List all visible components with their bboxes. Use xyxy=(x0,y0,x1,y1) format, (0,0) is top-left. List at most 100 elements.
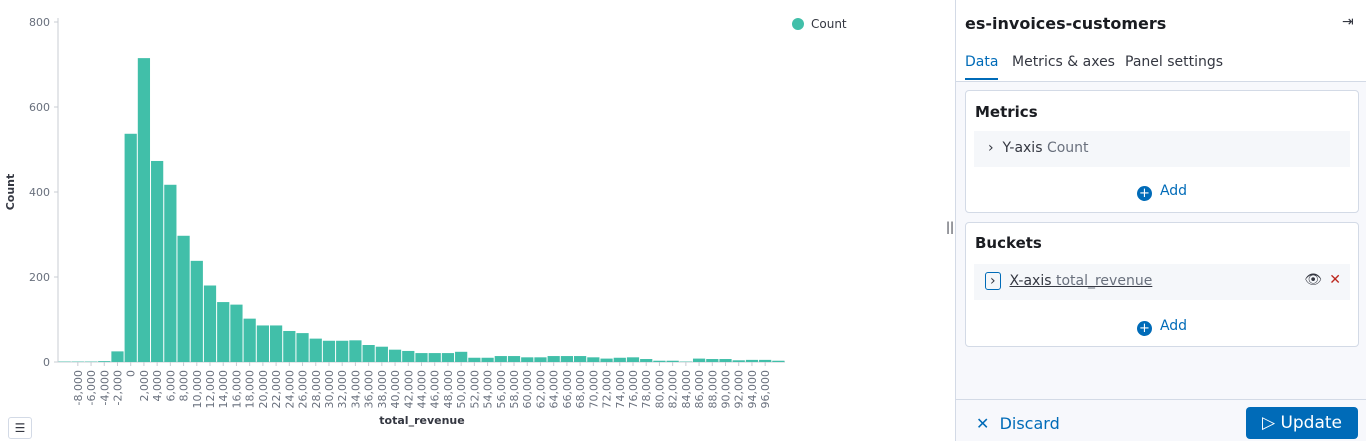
x-tick-label: 84,000 xyxy=(680,370,693,409)
metric-row[interactable]: › Y-axis Count xyxy=(974,131,1350,167)
add-button[interactable]: + Add xyxy=(966,318,1358,336)
bar xyxy=(600,358,613,362)
axis-name: Y-axis xyxy=(1002,140,1043,156)
chart: Count total_revenue Count 0 200 400 600 800 -… xyxy=(4,16,847,427)
y-tick-label: 600 xyxy=(29,101,50,114)
bar xyxy=(441,353,455,362)
bar xyxy=(283,330,296,362)
x-tick-label: 88,000 xyxy=(706,370,719,409)
x-tick-label: 24,000 xyxy=(283,370,296,409)
x-tick-label: 86,000 xyxy=(693,370,706,409)
bar xyxy=(547,356,560,362)
bar xyxy=(203,285,217,362)
y-tick-label: 200 xyxy=(29,271,50,284)
bar xyxy=(137,58,151,362)
x-tick-label: 50,000 xyxy=(455,370,468,409)
bar xyxy=(375,346,388,362)
x-tick-label: 28,000 xyxy=(310,370,323,409)
tab[interactable]: Panel settings xyxy=(1125,54,1224,70)
axis-name: X-axis xyxy=(1009,273,1052,289)
x-tick-label: 10,000 xyxy=(191,370,204,409)
bar xyxy=(666,360,679,362)
x-tick-label: 78,000 xyxy=(640,370,653,409)
x-tick-label: 36,000 xyxy=(363,370,376,409)
x-tick-label: 16,000 xyxy=(230,370,243,409)
x-tick-label: 46,000 xyxy=(429,370,442,409)
bar xyxy=(296,333,309,362)
collapse-button[interactable]: ⇥ xyxy=(1342,14,1354,30)
bucket-row[interactable]: › X-axis total_revenue 👁 ✕ xyxy=(974,264,1350,300)
bar xyxy=(164,184,177,362)
discard-label: Discard xyxy=(999,414,1060,433)
x-tick-label: 82,000 xyxy=(667,370,680,409)
buckets-card: Buckets › X-axis total_revenue 👁 ✕ + Add xyxy=(965,222,1359,347)
bar xyxy=(322,340,336,362)
x-tick-label: 0 xyxy=(125,370,138,377)
x-tick-label: -2,000 xyxy=(111,370,124,405)
x-tick-label: 52,000 xyxy=(468,370,481,409)
discard-button[interactable]: ✕ Discard xyxy=(976,414,1060,433)
x-tick-label: -8,000 xyxy=(72,370,85,405)
bar xyxy=(336,340,349,362)
bar xyxy=(507,356,521,362)
x-tick-label: 44,000 xyxy=(416,370,429,409)
bar xyxy=(481,357,494,362)
section-heading: Buckets xyxy=(975,234,1042,252)
y-tick-label: 0 xyxy=(43,356,50,369)
x-tick-label: 32,000 xyxy=(336,370,349,409)
field-name: Count xyxy=(1046,140,1089,156)
x-tick-label: -4,000 xyxy=(98,370,111,405)
add-label: Add xyxy=(1159,318,1188,334)
visibility-icon[interactable]: 👁 xyxy=(1304,272,1322,288)
x-axis-label: total_revenue xyxy=(379,414,464,427)
section-heading: Metrics xyxy=(975,103,1038,121)
x-tick-label: 72,000 xyxy=(601,370,614,409)
add-button[interactable]: + Add xyxy=(966,183,1358,201)
bar xyxy=(362,345,375,362)
remove-icon[interactable]: ✕ xyxy=(1329,272,1341,288)
y-tick-label: 800 xyxy=(29,16,50,29)
bar xyxy=(759,359,772,362)
bar xyxy=(428,353,441,362)
x-tick-label: 66,000 xyxy=(561,370,574,409)
footer-divider xyxy=(956,399,1366,400)
panel-title: es-invoices-customers xyxy=(965,14,1167,33)
x-tick-label: 90,000 xyxy=(720,370,733,409)
resize-handle[interactable]: || xyxy=(946,220,955,234)
legend-label: Count xyxy=(811,17,847,31)
x-tick-label: 96,000 xyxy=(759,370,772,409)
bar xyxy=(124,133,137,362)
x-tick-label: 40,000 xyxy=(389,370,402,409)
editor-panel: es-invoices-customers ⇥ Data Metrics & a… xyxy=(955,0,1366,441)
bar xyxy=(626,357,640,362)
add-label: Add xyxy=(1159,183,1188,199)
bar xyxy=(190,260,203,362)
bar xyxy=(243,318,256,362)
tab[interactable]: Data xyxy=(965,54,999,80)
legend-toggle[interactable]: ☰ xyxy=(8,417,32,439)
x-tick-label: 34,000 xyxy=(349,370,362,409)
x-tick-label: 26,000 xyxy=(297,370,310,409)
bar xyxy=(455,351,468,362)
bar xyxy=(177,235,190,362)
bar xyxy=(388,349,402,362)
tab[interactable]: Metrics & axes xyxy=(1012,54,1115,70)
bar xyxy=(745,359,759,362)
bar xyxy=(732,360,745,362)
bar xyxy=(521,357,534,362)
x-tick-label: 14,000 xyxy=(217,370,230,409)
metrics-card: Metrics › Y-axis Count + Add xyxy=(965,90,1359,213)
bar xyxy=(309,338,322,362)
bar xyxy=(706,359,719,362)
bar xyxy=(415,353,428,362)
x-tick-label: 94,000 xyxy=(746,370,759,409)
bar xyxy=(640,359,653,362)
bar xyxy=(719,359,732,362)
update-button[interactable]: ▷ Update xyxy=(1246,407,1358,439)
bar xyxy=(574,356,587,362)
bar xyxy=(230,304,243,362)
bar xyxy=(151,160,164,362)
x-tick-label: 20,000 xyxy=(257,370,270,409)
x-tick-label: -6,000 xyxy=(85,370,98,405)
